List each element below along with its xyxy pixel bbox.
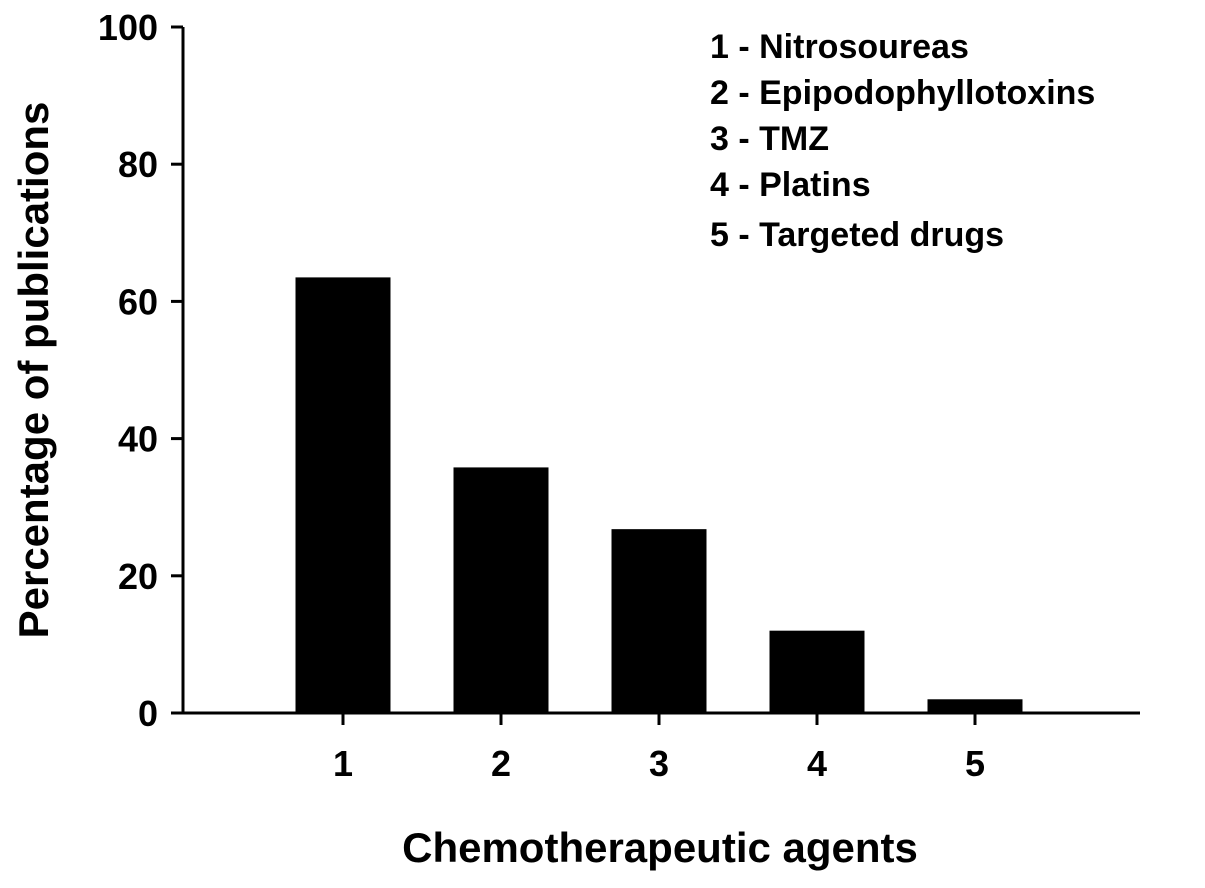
legend-item-3: 3 - TMZ: [710, 120, 829, 158]
y-axis-title: Percentage of publications: [10, 102, 57, 639]
y-tick-label: 100: [98, 7, 158, 48]
bar-2: [453, 467, 549, 713]
bar-3: [611, 529, 707, 713]
bar-1: [295, 277, 391, 713]
x-tick-label: 1: [333, 743, 353, 784]
x-tick-label: 3: [649, 743, 669, 784]
bars-layer: [295, 277, 1023, 713]
x-tick-label: 5: [965, 743, 985, 784]
bar-4: [769, 630, 865, 713]
y-tick-label: 80: [118, 144, 158, 185]
y-ticks: 0 20 40 60 80 100: [98, 7, 183, 734]
legend-item-5: 5 - Targeted drugs: [710, 216, 1004, 254]
legend-item-4: 4 - Platins: [710, 166, 871, 204]
legend-item-1: 1 - Nitrosoureas: [710, 28, 969, 66]
y-tick-label: 0: [138, 693, 158, 734]
axes-layer: [172, 27, 1140, 715]
bar-5: [927, 699, 1023, 713]
legend: 1 - Nitrosoureas 2 - Epipodophyllotoxins…: [710, 28, 1095, 254]
y-tick-label: 60: [118, 281, 158, 322]
x-tick-label: 2: [491, 743, 511, 784]
y-tick-label: 20: [118, 556, 158, 597]
x-ticks: 1 2 3 4 5: [333, 713, 985, 784]
y-tick-label: 40: [118, 419, 158, 460]
x-axis-title: Chemotherapeutic agents: [402, 824, 918, 871]
x-tick-label: 4: [807, 743, 827, 784]
legend-item-2: 2 - Epipodophyllotoxins: [710, 74, 1095, 112]
